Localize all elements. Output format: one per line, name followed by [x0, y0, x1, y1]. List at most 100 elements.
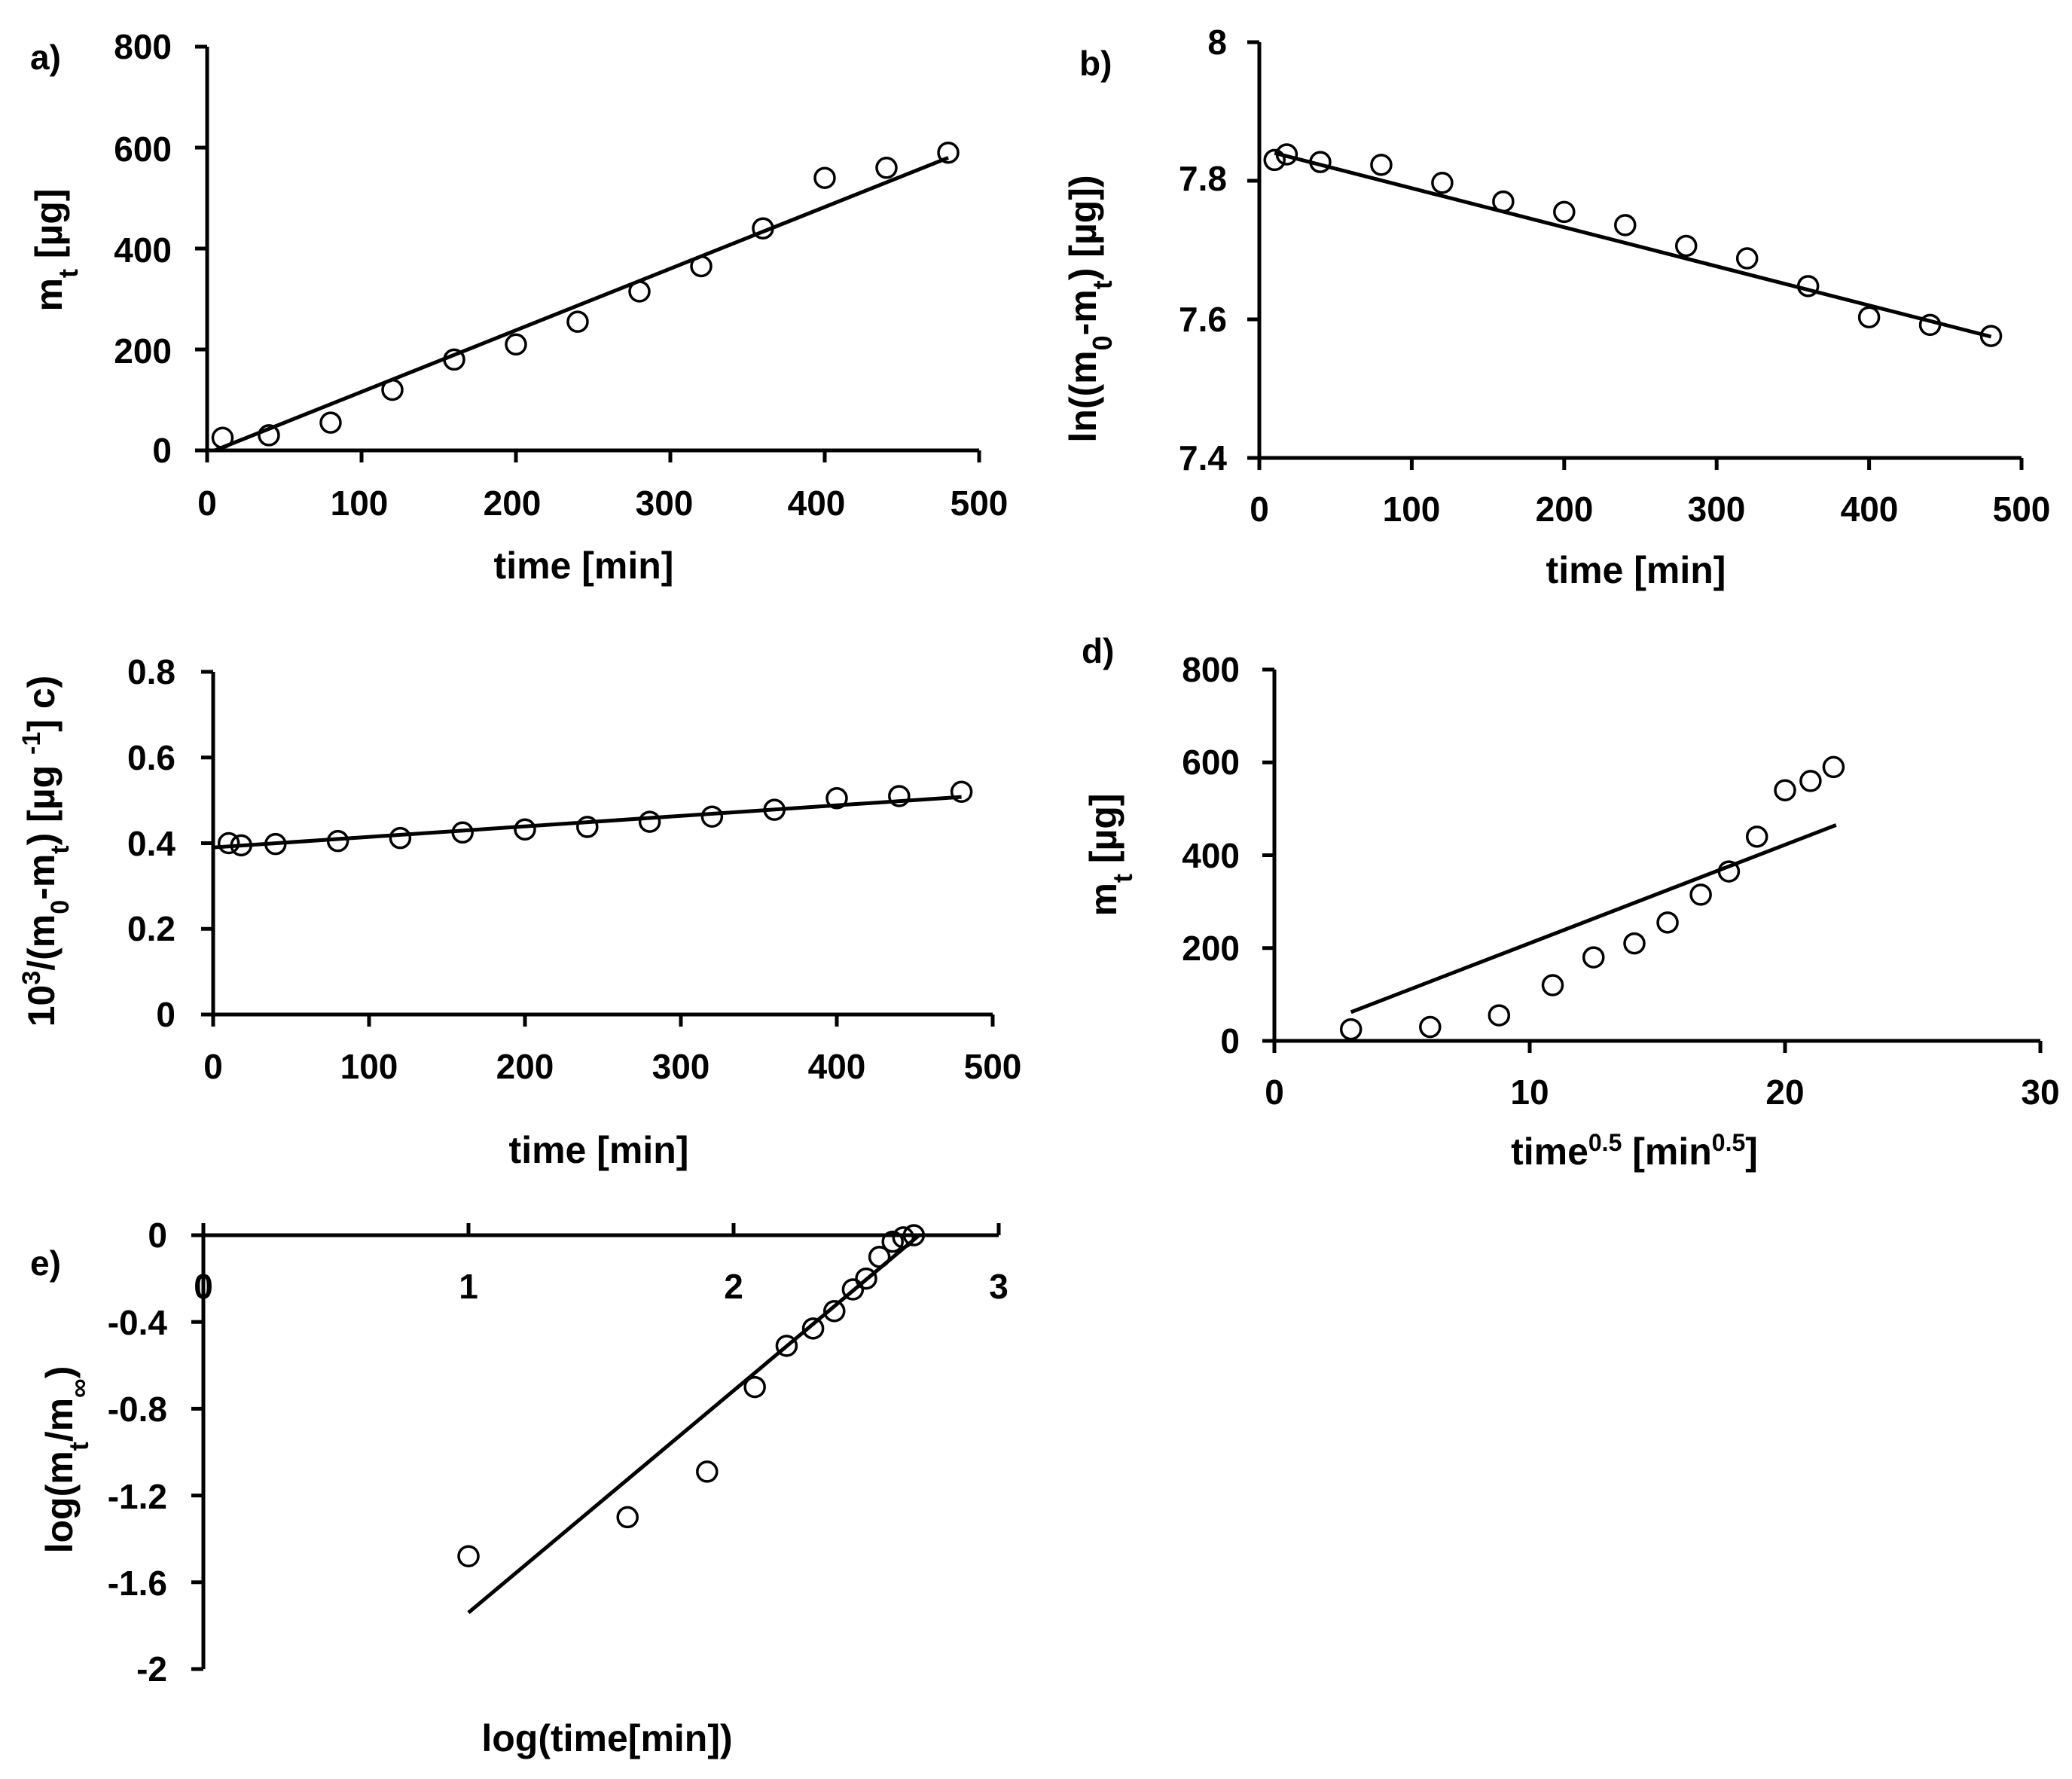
panel-a-data-point: [937, 141, 960, 164]
panel-e-ytick-label: -1.2: [108, 1477, 167, 1516]
panel-b-xtick-label: 400: [1841, 490, 1899, 529]
panel-e-ytick-label: -0.8: [108, 1390, 167, 1429]
panel-a-xtick-label: 500: [951, 484, 1009, 523]
panel-d-data-point: [1582, 946, 1605, 969]
panel-b-data-point: [1918, 313, 1942, 337]
panel-d-ytick-label: 400: [1182, 836, 1240, 875]
panel-b-data-point: [1431, 172, 1454, 194]
panel-e-data-point: [775, 1335, 798, 1357]
panel-b-data-point: [1614, 214, 1637, 236]
panel-c-xtick-label: 100: [340, 1047, 398, 1086]
panel-b-y-axis-label: ln((m0-mt) [µg]): [1062, 175, 1118, 442]
panel-b-data-point: [1275, 143, 1298, 166]
panel-a-data-point: [875, 157, 898, 179]
panel-b-x-axis-label: time [min]: [1546, 549, 1726, 591]
panel-a-ytick-label: 600: [114, 130, 172, 169]
panel-e-chart: e) 0 -0.4 -0.8 -1.2 -1.6 -2 0 1 2 3 log(…: [30, 1216, 1009, 1759]
panel-e-data-point: [855, 1267, 877, 1290]
panel-b-y-tick-labels: 8 7.8 7.6 7.4: [1179, 23, 1227, 478]
panel-a-data-point: [505, 333, 527, 356]
panel-c-data-point: [230, 834, 253, 857]
panel-a-x-tick-labels: 0 100 200 300 400 500: [197, 484, 1008, 523]
panel-a-data-point: [319, 411, 342, 434]
panel-e-y-tick-labels: 0 -0.4 -0.8 -1.2 -1.6 -2: [108, 1216, 168, 1689]
panel-c-data-point: [763, 798, 786, 821]
panel-c-chart: 0.8 0.6 0.4 0.2 0 0 100 200 300 400 500 …: [17, 652, 1021, 1171]
panel-c-ytick-label: 0: [156, 995, 175, 1034]
panel-a-data-point: [752, 217, 774, 240]
panel-c-data-point: [326, 829, 349, 853]
panel-a-plot-area: [195, 44, 981, 462]
panel-d-ytick-label: 600: [1182, 743, 1240, 782]
panel-c-data-point: [217, 832, 240, 855]
panel-c-y-axis-label: 103/(m0-mt) [µg -1] c): [17, 676, 75, 1027]
panel-b-data-point: [1370, 154, 1393, 176]
panel-e-xtick-label: 2: [724, 1267, 743, 1306]
panel-d-fit-line: [1350, 823, 1837, 1015]
panel-a-x-axis-label: time [min]: [494, 545, 674, 587]
panel-b-data-point: [1674, 234, 1698, 258]
panel-a-data-point: [813, 166, 836, 189]
panel-c-x-axis-label: time [min]: [509, 1129, 689, 1171]
panel-c-xtick-label: 300: [652, 1047, 710, 1086]
panel-d-data-point: [1541, 974, 1564, 996]
panel-d-data-point: [1339, 1018, 1363, 1041]
panel-c-ytick-label: 0.4: [127, 824, 175, 863]
panel-a-fit-line: [214, 156, 949, 453]
panel-c-data-point: [264, 832, 287, 856]
panel-c-ytick-label: 0.8: [127, 652, 175, 691]
panel-c-data-point: [700, 805, 724, 828]
panel-b-fit-line: [1274, 151, 1992, 339]
panel-e-y-axis-label: log(mt/m∞): [38, 1366, 94, 1554]
panel-c-ytick-label: 0.6: [127, 738, 175, 777]
panel-b-data-point: [1263, 148, 1286, 172]
panel-d-x-axis-label: time0.5 [min0.5]: [1511, 1129, 1758, 1173]
panel-d-data-point: [1689, 883, 1712, 906]
panel-a-xtick-label: 300: [636, 484, 694, 523]
panel-c-data-point: [576, 816, 599, 838]
panel-a-xtick-label: 400: [788, 484, 846, 523]
panel-a-chart: a) 800 600 400 200 0 0 100 200 300 400 5…: [28, 27, 1008, 587]
panel-e-data-point: [868, 1246, 891, 1268]
panel-e-data-point: [457, 1545, 480, 1567]
panel-d-data-point: [1656, 911, 1679, 934]
panel-e-plot-area: [191, 1223, 1001, 1671]
panel-e-data-point: [743, 1375, 766, 1399]
panel-e-data-point: [616, 1506, 639, 1529]
panel-c-fit-line: [212, 795, 962, 850]
panel-c-y-tick-labels: 0.8 0.6 0.4 0.2 0: [127, 652, 175, 1034]
panel-a-data-point: [443, 348, 465, 371]
panel-a-ytick-label: 0: [152, 431, 172, 470]
panel-b-chart: b) 8 7.8 7.6 7.4 0 100 200 300 400 500 t…: [1062, 23, 2050, 591]
panel-c-data-point: [451, 821, 474, 844]
panel-e-ytick-label: -1.6: [108, 1564, 167, 1603]
panel-c-data-point: [950, 780, 973, 803]
panel-b-data-point: [1735, 247, 1759, 270]
panel-d-y-tick-labels: 800 600 400 200 0: [1182, 650, 1240, 1060]
panel-d-ytick-label: 800: [1182, 650, 1240, 689]
panel-b-xtick-label: 300: [1688, 490, 1746, 529]
panel-e-fit-line: [467, 1234, 921, 1615]
panel-b-data-point: [1857, 306, 1881, 328]
panel-d-data-point: [1822, 755, 1845, 779]
panel-d-xtick-label: 10: [1510, 1073, 1549, 1112]
panel-e-data-point: [902, 1224, 926, 1247]
panel-a-y-tick-labels: 800 600 400 200 0: [114, 27, 172, 470]
panel-a-ytick-label: 800: [114, 27, 172, 66]
panel-a-xtick-label: 200: [484, 484, 542, 523]
panel-d-data-point: [1488, 1004, 1511, 1027]
panel-d-data-point: [1799, 770, 1822, 792]
panel-d-y-axis-label: mt [µg]: [1082, 793, 1138, 916]
panel-d-xtick-label: 20: [1765, 1073, 1804, 1112]
panel-a-data-point: [381, 378, 404, 401]
panel-d-data-point: [1774, 779, 1796, 801]
panel-b-data-point: [1796, 275, 1820, 298]
panel-d-ytick-label: 0: [1220, 1021, 1240, 1060]
panel-c-data-point: [389, 826, 412, 850]
panel-c-data-point: [514, 818, 536, 841]
panel-d-x-tick-labels: 0 10 20 30: [1265, 1073, 2059, 1112]
panel-c-x-tick-labels: 0 100 200 300 400 500: [203, 1047, 1021, 1086]
panel-b-xtick-label: 0: [1250, 490, 1269, 529]
panel-b-xtick-label: 100: [1383, 490, 1441, 529]
